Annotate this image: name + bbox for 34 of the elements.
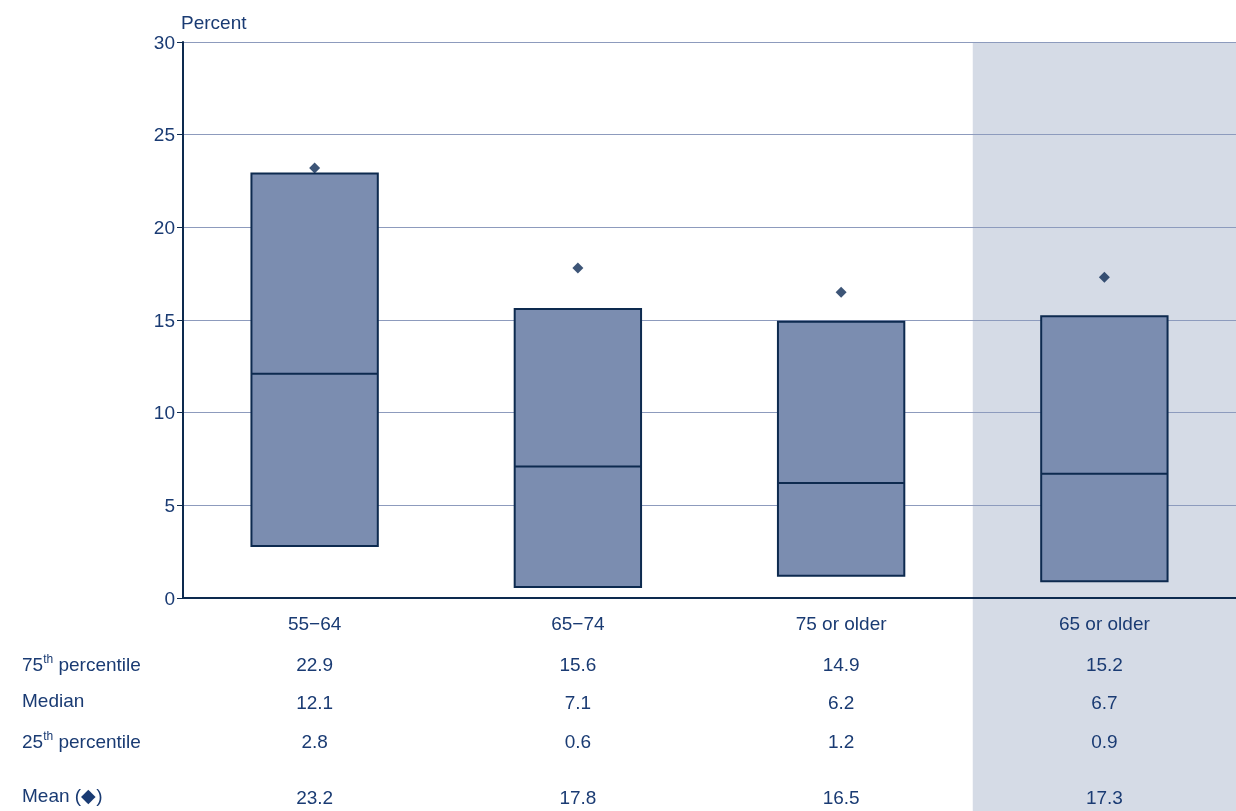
x-tick-label: 65−74 — [551, 613, 605, 634]
text: 14.9 — [822, 653, 860, 675]
text: 1.2 — [827, 730, 855, 752]
y-tick-label: 15 — [153, 309, 175, 331]
text: 12.1 — [296, 691, 334, 713]
text: 6.2 — [827, 691, 855, 713]
text: 0.6 — [564, 730, 592, 752]
x-tick-label: 75 or older — [795, 613, 888, 634]
y-tick-label: 10 — [153, 402, 175, 424]
text: 15.2 — [1085, 653, 1123, 675]
text: Mean (◆) — [22, 785, 103, 806]
text: 2.8 — [301, 730, 328, 752]
text: 0.9 — [1091, 730, 1118, 752]
y-tick-label: 25 — [153, 124, 175, 146]
text: 15.6 — [559, 653, 597, 675]
y-tick-label: 0 — [164, 587, 175, 609]
y-tick-label: 30 — [153, 31, 175, 53]
point — [309, 162, 321, 174]
text: 6.7 — [1091, 691, 1118, 713]
text: 7.1 — [564, 691, 592, 713]
point — [1098, 271, 1110, 283]
point — [572, 262, 584, 274]
text: Median — [22, 690, 85, 711]
data-label: 17.8 — [559, 786, 597, 808]
x-tick-label: 65 or older — [1058, 613, 1151, 634]
text: 22.9 — [296, 653, 334, 675]
data-label: 17.3 — [1085, 786, 1123, 808]
x-tick-label: 55−64 — [287, 613, 342, 634]
data-label: 16.5 — [822, 786, 860, 808]
y-tick-label: 5 — [164, 494, 175, 516]
data-label: 23.2 — [296, 786, 334, 808]
y-axis-title: Percent — [181, 12, 248, 33]
y-tick-label: 20 — [153, 216, 175, 238]
point — [835, 286, 847, 298]
